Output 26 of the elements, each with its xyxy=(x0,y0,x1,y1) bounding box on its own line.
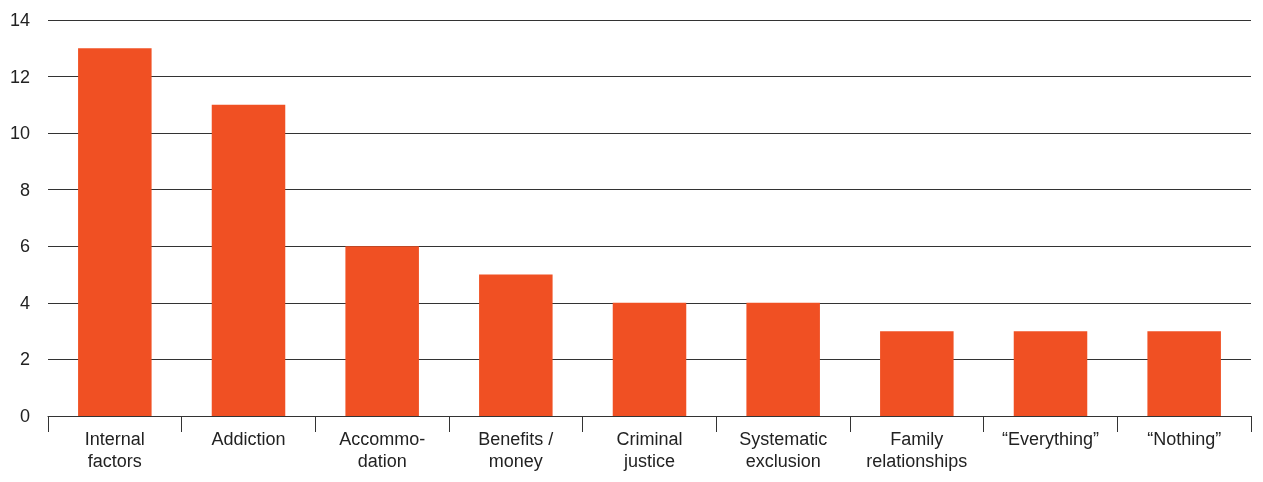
bar xyxy=(479,274,553,416)
x-tick-label: Systematic exclusion xyxy=(739,429,828,471)
x-tick-label: “Everything” xyxy=(1001,429,1100,449)
x-tick-label: Internal factors xyxy=(84,429,145,471)
x-tick-label: Addiction xyxy=(211,429,286,449)
x-tick-label: Family relationships xyxy=(866,429,968,471)
bar xyxy=(612,302,687,416)
y-tick-label: 6 xyxy=(19,236,30,257)
bar xyxy=(746,302,820,416)
bar xyxy=(211,104,286,416)
bar xyxy=(345,246,419,416)
x-tick-label: “Nothing” xyxy=(1147,429,1222,449)
y-tick-label: 14 xyxy=(9,10,30,30)
y-tick-label: 8 xyxy=(19,179,30,200)
x-tick-label: Criminal justice xyxy=(616,429,683,471)
y-tick-label: 10 xyxy=(9,123,30,144)
bar xyxy=(880,331,954,416)
y-tick-label: 2 xyxy=(19,349,30,370)
y-tick-label: 0 xyxy=(19,406,30,426)
y-tick-label: 4 xyxy=(19,292,30,313)
bar xyxy=(1013,331,1088,416)
y-tick-label: 12 xyxy=(9,66,30,87)
x-tick-label: Benefits / money xyxy=(478,429,554,471)
bar xyxy=(1147,331,1221,416)
x-tick-label: Accommo- dation xyxy=(339,429,426,471)
bar xyxy=(78,48,152,416)
